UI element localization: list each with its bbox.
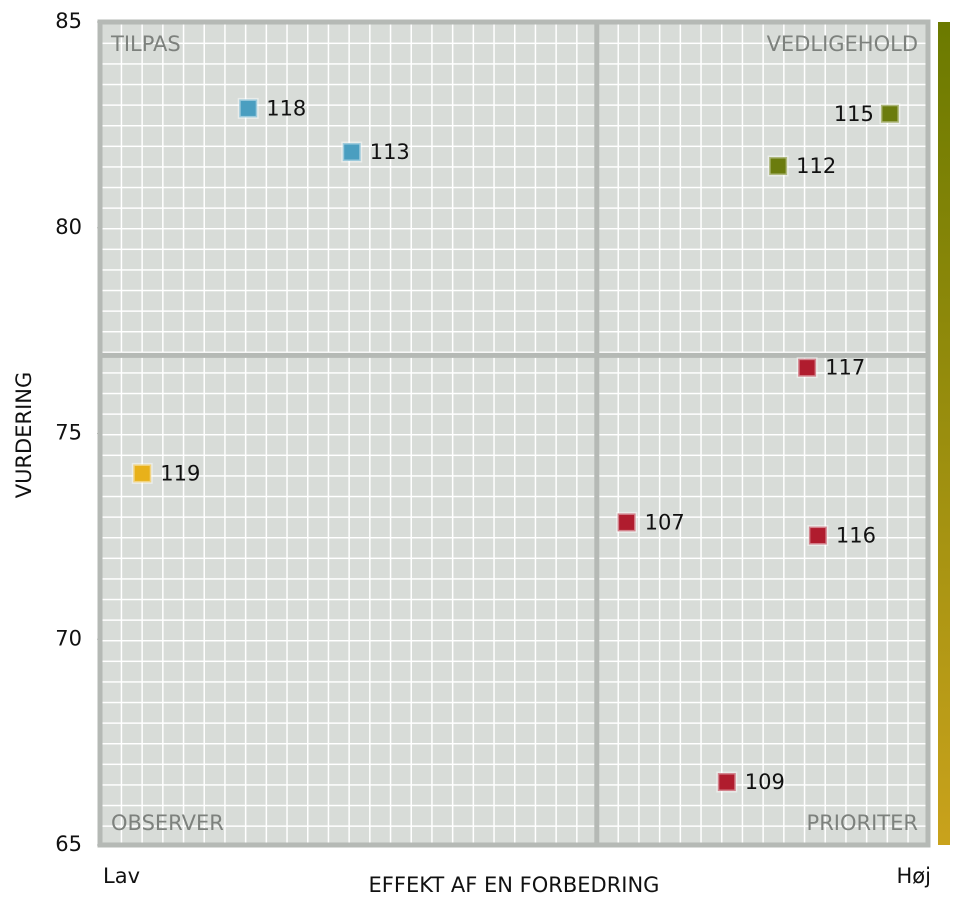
point-label: 112 [796, 154, 836, 178]
point-label: 109 [745, 770, 785, 794]
y-tick-label: 75 [55, 421, 82, 445]
point [131, 462, 153, 484]
y-tick-label: 85 [55, 9, 82, 33]
y-tick-label: 65 [55, 832, 82, 856]
plot-area [97, 19, 931, 848]
point-label: 116 [836, 524, 876, 548]
colorbar [938, 22, 950, 845]
y-tick-label: 70 [55, 626, 82, 650]
point [716, 771, 738, 793]
y-axis-label: VURDERING [12, 372, 36, 499]
point-label: 119 [160, 461, 200, 485]
point-label: 113 [370, 140, 410, 164]
point [237, 97, 259, 119]
x-high-label: Høj [897, 864, 931, 888]
point-label: 115 [834, 102, 874, 126]
quadrant-label: PRIORITER [807, 811, 918, 835]
point [879, 103, 901, 125]
point [767, 155, 789, 177]
point-label: 118 [266, 96, 306, 120]
point-label: 107 [645, 510, 685, 534]
point [616, 511, 638, 533]
quadrant-label: VEDLIGEHOLD [767, 32, 918, 56]
quadrant-label: TILPAS [110, 32, 181, 56]
y-tick-label: 80 [55, 215, 82, 239]
point-label: 117 [825, 356, 865, 380]
point [807, 525, 829, 547]
point [796, 357, 818, 379]
x-low-label: Lav [103, 864, 140, 888]
point [341, 141, 363, 163]
quadrant-label: OBSERVER [111, 811, 224, 835]
x-axis-label: EFFEKT AF EN FORBEDRING [369, 873, 660, 897]
